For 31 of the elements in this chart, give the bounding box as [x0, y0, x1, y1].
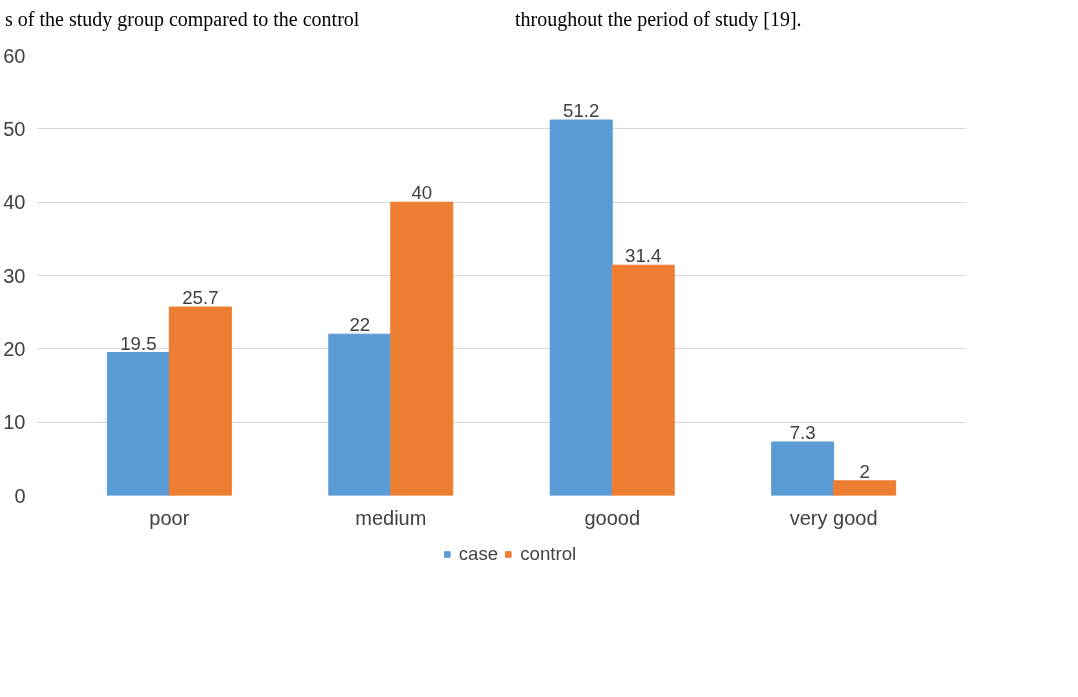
bar	[549, 119, 613, 496]
x-tick-label: goood	[584, 506, 641, 529]
y-tick-label: 0	[14, 484, 26, 507]
bar	[106, 352, 170, 496]
bar	[328, 333, 392, 496]
bar	[771, 441, 835, 496]
x-tick-label: medium	[355, 506, 427, 529]
bar	[168, 306, 232, 496]
data-label: 22	[349, 314, 371, 336]
data-label: 40	[411, 182, 433, 204]
y-tick-label: 50	[3, 117, 26, 140]
y-tick-label: 30	[3, 264, 26, 287]
data-label: 51.2	[563, 100, 600, 122]
x-tick-label: poor	[149, 506, 190, 529]
data-label: 7.3	[789, 421, 816, 443]
y-tick-label: 20	[3, 337, 26, 360]
legend-label: control	[520, 542, 577, 565]
data-label: 2	[859, 460, 870, 482]
legend-label: case	[458, 542, 499, 565]
bar	[611, 264, 675, 496]
y-tick-label: 60	[3, 44, 26, 67]
bar	[390, 201, 454, 496]
data-label: 19.5	[120, 332, 157, 354]
y-tick-label: 40	[3, 191, 26, 214]
text: s of the study group compared to the control	[5, 7, 360, 33]
data-label: 25.7	[182, 287, 219, 309]
data-label: 31.4	[625, 245, 662, 267]
x-tick-label: very good	[789, 506, 878, 529]
bar	[833, 480, 897, 496]
y-tick-label: 10	[3, 411, 26, 434]
text: throughout the period of study [19].	[515, 7, 802, 33]
